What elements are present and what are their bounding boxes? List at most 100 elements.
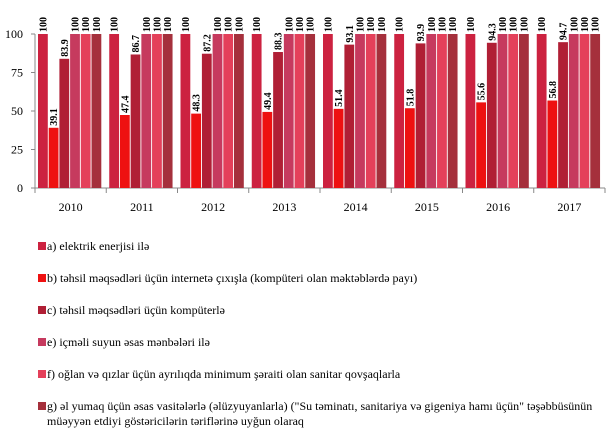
bar xyxy=(283,34,294,188)
data-label: 100 xyxy=(306,17,317,32)
legend-label: g) əl yumaq üçün əsas vasitələrlə (əlüzy… xyxy=(47,399,593,428)
x-tick-label: 2010 xyxy=(59,200,83,214)
bar xyxy=(426,34,437,188)
bar xyxy=(508,34,519,188)
bar xyxy=(568,34,579,188)
bar xyxy=(59,58,70,188)
data-label: 100 xyxy=(580,17,591,32)
bar xyxy=(344,44,355,188)
data-label: 100 xyxy=(38,17,49,32)
bar xyxy=(109,34,120,188)
data-label: 51.8 xyxy=(405,89,416,107)
data-label: 83.9 xyxy=(60,39,71,57)
bar xyxy=(119,115,130,188)
legend-item: a) elektrik enerjisi ilə xyxy=(38,239,603,254)
bar xyxy=(365,34,376,188)
legend-item: e) içməli suyun əsas mənbələri ilə xyxy=(38,335,603,350)
y-axis: 0 25 50 75 100 xyxy=(5,27,36,195)
bar xyxy=(91,34,102,188)
data-label: 100 xyxy=(181,17,192,32)
data-label: 48.3 xyxy=(192,94,203,112)
data-label: 94.7 xyxy=(559,23,570,41)
legend-swatch xyxy=(38,402,46,410)
data-label: 88.3 xyxy=(274,33,285,51)
bar xyxy=(294,34,305,188)
bar xyxy=(141,34,152,188)
data-label: 100 xyxy=(427,17,438,32)
data-label: 100 xyxy=(224,17,235,32)
bar xyxy=(70,34,80,188)
x-axis: 2010 2011 2012 2013 2014 2015 2016 2017 xyxy=(34,187,606,214)
data-label: 100 xyxy=(110,17,121,32)
bar xyxy=(465,34,476,188)
legend-item: c) təhsil məqsədləri üçün kompüterlə xyxy=(38,303,603,318)
x-tick-label: 2015 xyxy=(415,200,439,214)
data-label: 93.9 xyxy=(416,24,427,42)
bar xyxy=(201,53,212,188)
data-label: 100 xyxy=(356,17,367,32)
bar xyxy=(355,34,365,188)
data-label: 56.8 xyxy=(548,81,559,99)
y-tick-label: 75 xyxy=(11,66,23,80)
legend-swatch xyxy=(38,274,46,282)
data-label: 100 xyxy=(448,17,459,32)
data-label: 100 xyxy=(537,17,548,32)
legend-swatch xyxy=(38,306,46,314)
bar xyxy=(273,52,283,188)
bar xyxy=(333,108,344,188)
y-tick-label: 50 xyxy=(11,104,23,118)
x-tick-label: 2014 xyxy=(344,200,368,214)
data-label: 93.1 xyxy=(345,25,356,43)
data-label: 86.7 xyxy=(131,35,142,53)
bar xyxy=(223,34,234,188)
data-label: 100 xyxy=(284,17,295,32)
bar xyxy=(476,102,486,188)
bar xyxy=(152,34,162,188)
bar xyxy=(497,34,508,188)
legend-item: g) əl yumaq üçün əsas vasitələrlə (əlüzy… xyxy=(38,399,603,429)
bar xyxy=(447,34,458,188)
x-tick-label: 2017 xyxy=(557,200,581,214)
bar xyxy=(162,34,173,188)
data-label: 100 xyxy=(71,17,82,32)
data-label: 100 xyxy=(569,17,580,32)
data-label: 100 xyxy=(295,17,306,32)
bar xyxy=(323,34,333,188)
bar xyxy=(180,34,191,188)
legend-label: e) içməli suyun əsas mənbələri ilə xyxy=(47,335,210,349)
data-label: 100 xyxy=(152,17,163,32)
data-label: 49.4 xyxy=(263,92,274,110)
bar xyxy=(305,34,316,188)
data-label: 100 xyxy=(395,17,406,32)
bars xyxy=(38,34,601,189)
data-label: 100 xyxy=(163,17,174,32)
data-label: 100 xyxy=(437,17,448,32)
data-label: 100 xyxy=(498,17,509,32)
legend-swatch xyxy=(38,370,46,378)
data-label: 100 xyxy=(377,17,388,32)
y-tick-label: 0 xyxy=(17,181,23,195)
bar xyxy=(519,34,529,188)
bar xyxy=(394,34,405,188)
data-label: 100 xyxy=(466,17,477,32)
data-label: 51.4 xyxy=(334,89,345,107)
data-label: 55.6 xyxy=(477,83,488,101)
bar xyxy=(486,42,497,188)
legend-swatch xyxy=(38,338,46,346)
y-tick-label: 100 xyxy=(5,27,23,41)
data-label: 100 xyxy=(323,17,334,32)
data-label: 47.4 xyxy=(120,96,131,114)
data-label: 100 xyxy=(213,17,224,32)
bar xyxy=(262,111,273,188)
legend-swatch xyxy=(38,242,46,250)
bar xyxy=(80,34,91,188)
y-tick-label: 25 xyxy=(11,143,23,157)
data-label: 100 xyxy=(252,17,263,32)
bar xyxy=(130,54,141,189)
bar xyxy=(579,34,590,188)
legend-label: f) oğlan və qızlar üçün ayrılıqda minimu… xyxy=(47,367,401,381)
bar xyxy=(437,34,447,188)
bar xyxy=(536,34,547,188)
